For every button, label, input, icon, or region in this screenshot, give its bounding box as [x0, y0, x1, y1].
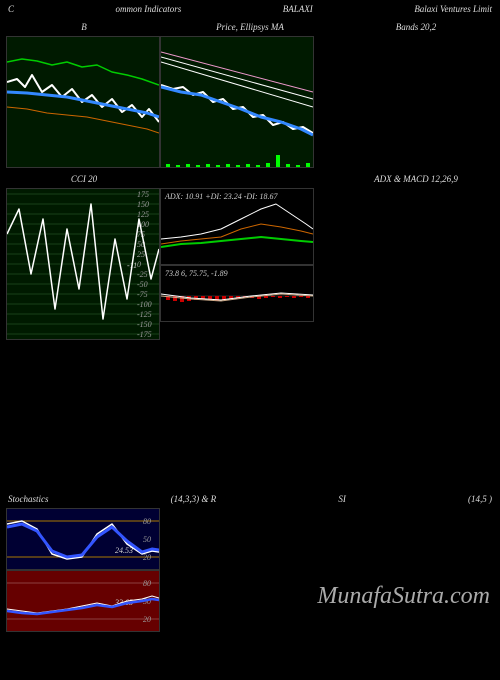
- stoch-panel: 80 50 20 24.53: [6, 508, 160, 570]
- svg-text:125: 125: [137, 210, 149, 219]
- svg-text:20: 20: [143, 553, 151, 562]
- row1-right: Bands 20,2: [340, 22, 492, 32]
- svg-text:-175: -175: [137, 330, 152, 339]
- row2-labels: CCI 20 ADX & MACD 12,26,9: [0, 168, 500, 188]
- cci-panel: 1751501251007550250-25-50-75-100-125-150…: [6, 188, 160, 340]
- row1-labels: B Price, Ellipsys MA Bands 20,2: [0, 18, 500, 36]
- svg-text:ADX: 10.91 +DI: 23.24 -DI: 18: ADX: 10.91 +DI: 23.24 -DI: 18.67: [164, 192, 278, 201]
- header-c: C: [8, 4, 14, 14]
- adx-title: ADX & MACD 12,26,9: [340, 174, 492, 184]
- stoch-si: SI: [338, 494, 346, 504]
- svg-text:25: 25: [137, 250, 145, 259]
- svg-text:-150: -150: [137, 320, 152, 329]
- cci-title: CCI 20: [8, 174, 160, 184]
- header-indicators: ommon Indicators: [116, 4, 182, 14]
- svg-text:80: 80: [143, 517, 151, 526]
- svg-text:50: 50: [143, 535, 151, 544]
- svg-text:-100: -100: [137, 300, 152, 309]
- stoch-right: (14,5 ): [468, 494, 492, 504]
- svg-text:150: 150: [137, 200, 149, 209]
- stoch-rsi-stack: 80 50 20 24.53 80502033.65: [6, 508, 160, 632]
- header-row: C ommon Indicators BALAXI Balaxi Venture…: [0, 0, 500, 18]
- svg-text:-25: -25: [137, 270, 148, 279]
- stoch-labels: Stochastics (14,3,3) & R SI (14,5 ): [0, 490, 500, 508]
- header-symbol: BALAXI: [283, 4, 313, 14]
- row1-left: B: [8, 22, 160, 32]
- svg-text:73.8 6, 75.75, -1.8: 73.8 6, 75.75, -1.89: [165, 269, 228, 278]
- macd-panel: 73.8 6, 75.75, -1.89: [160, 265, 314, 322]
- svg-text:-125: -125: [137, 310, 152, 319]
- header-company: Balaxi Ventures Limit: [414, 4, 492, 14]
- row1-charts: [0, 36, 500, 168]
- svg-text:24.53: 24.53: [115, 546, 133, 555]
- bottom-charts: 80 50 20 24.53 80502033.65: [0, 508, 500, 632]
- svg-text:-50: -50: [137, 280, 148, 289]
- rsi-panel: 80502033.65: [6, 570, 160, 632]
- svg-text:20: 20: [143, 615, 151, 624]
- spacer: [0, 340, 500, 490]
- watermark-text: MunafaSutra.com: [317, 583, 490, 610]
- row2-charts: 1751501251007550250-25-50-75-100-125-150…: [0, 188, 500, 340]
- row1-mid: Price, Ellipsys MA: [174, 22, 326, 32]
- stoch-params: (14,3,3) & R: [171, 494, 217, 504]
- svg-text:-75: -75: [137, 290, 148, 299]
- adx-panel: ADX: 10.91 +DI: 23.24 -DI: 18.67: [160, 188, 314, 265]
- price-panel-1: [6, 36, 160, 168]
- stoch-title: Stochastics: [8, 494, 49, 504]
- svg-text:0: 0: [137, 260, 141, 269]
- svg-text:175: 175: [137, 190, 149, 199]
- price-panel-2: [160, 36, 314, 168]
- svg-text:80: 80: [143, 579, 151, 588]
- adx-macd-stack: ADX: 10.91 +DI: 23.24 -DI: 18.67 73.8 6,…: [160, 188, 314, 340]
